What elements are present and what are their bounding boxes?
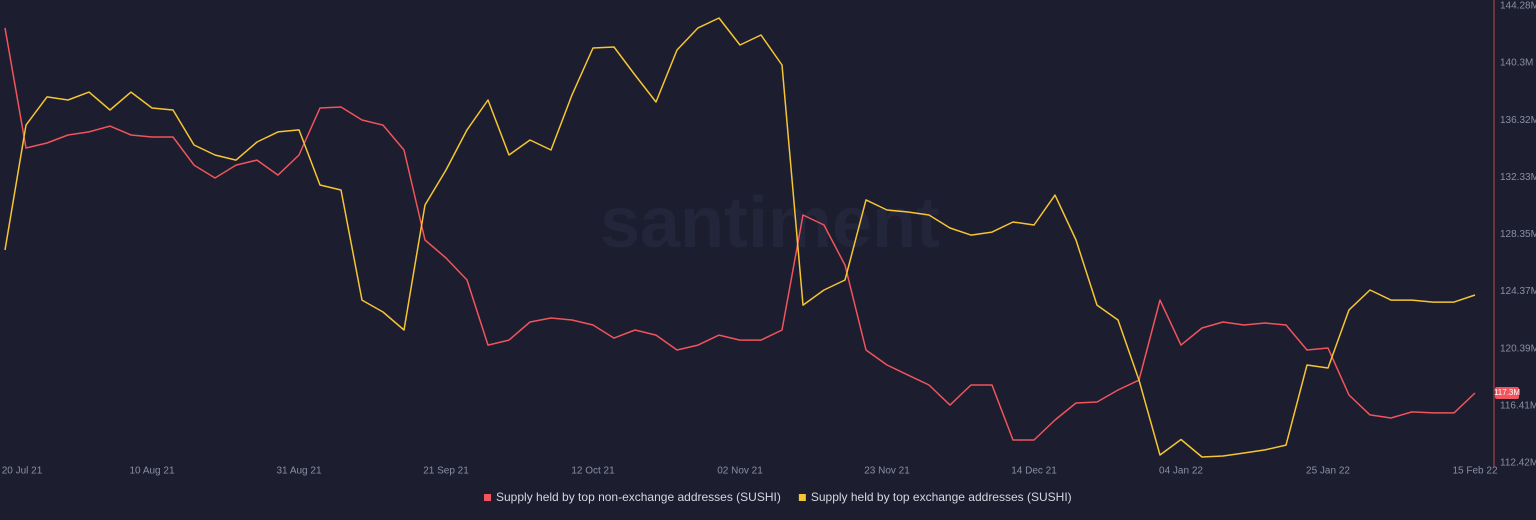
y-tick-label: 128.35M [1500,229,1536,240]
legend-swatch [484,494,491,501]
x-tick-label: 14 Dec 21 [1011,466,1057,477]
y-tick-label: 136.32M [1500,115,1536,126]
legend: Supply held by top non-exchange addresse… [484,490,1072,504]
x-tick-label: 02 Nov 21 [717,466,763,477]
y-tick-label: 144.28M [1500,1,1536,12]
x-tick-label: 20 Jul 21 [2,466,43,477]
y-tick-label: 120.39M [1500,343,1536,354]
y-tick-label: 132.33M [1500,172,1536,183]
y-tick-label: 140.3M [1500,58,1533,69]
legend-label: Supply held by top exchange addresses (S… [811,490,1072,504]
current-value-badge [1495,387,1519,400]
current-value-label: 117.3M [1494,388,1520,397]
series-line [4,27,1476,441]
x-tick-label: 04 Jan 22 [1159,466,1203,477]
y-tick-label: 116.41M [1500,400,1536,411]
y-tick-label: 112.42M [1500,458,1536,469]
watermark: santiment [600,183,940,263]
x-tick-label: 25 Jan 22 [1306,466,1350,477]
legend-label: Supply held by top non-exchange addresse… [496,490,781,504]
x-tick-label: 23 Nov 21 [864,466,910,477]
x-tick-label: 12 Oct 21 [571,466,615,477]
x-tick-label: 31 Aug 21 [276,466,321,477]
x-tick-label: 15 Feb 22 [1452,466,1497,477]
x-tick-label: 21 Sep 21 [423,466,469,477]
y-tick-label: 124.37M [1500,286,1536,297]
series-line [4,17,1476,458]
x-tick-label: 10 Aug 21 [129,466,174,477]
legend-swatch [798,494,806,501]
